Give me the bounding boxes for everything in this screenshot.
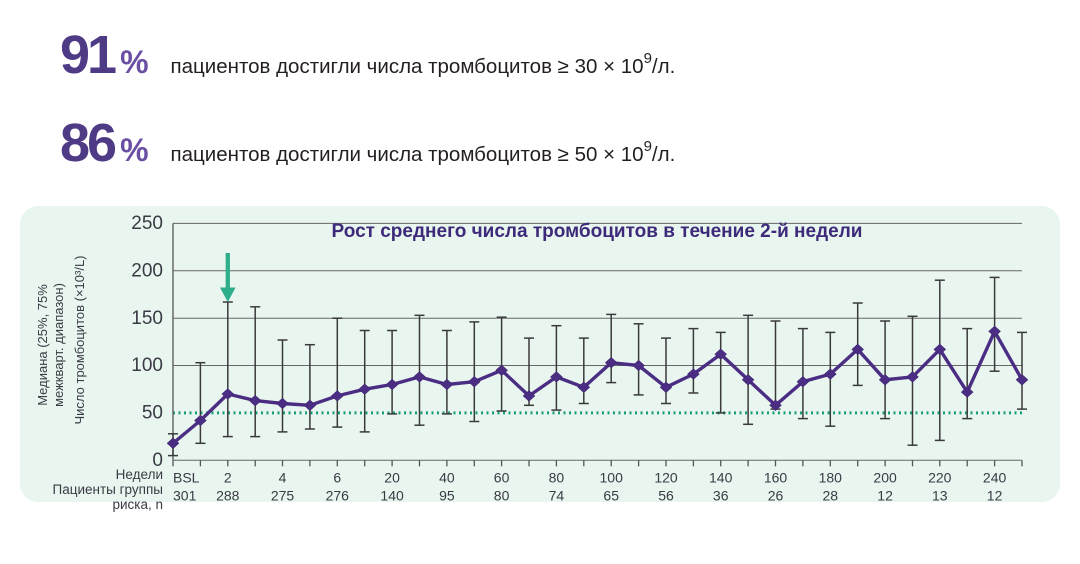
svg-text:95: 95 [439, 487, 455, 503]
svg-text:Недели: Недели [116, 467, 163, 482]
svg-text:74: 74 [549, 487, 565, 503]
svg-text:80: 80 [494, 487, 510, 503]
svg-text:4: 4 [279, 469, 287, 485]
svg-text:Рост среднего числа тромбоцито: Рост среднего числа тромбоцитов в течени… [332, 221, 863, 242]
svg-text:240: 240 [983, 469, 1007, 485]
svg-text:Пациенты группы: Пациенты группы [53, 482, 163, 497]
svg-text:Число тромбоцитов (×10³/L): Число тромбоцитов (×10³/L) [72, 255, 87, 424]
svg-text:150: 150 [131, 308, 163, 329]
svg-text:250: 250 [131, 213, 163, 234]
svg-text:100: 100 [131, 355, 163, 376]
svg-text:200: 200 [131, 261, 163, 282]
svg-text:276: 276 [326, 487, 350, 503]
svg-text:80: 80 [549, 469, 565, 485]
svg-text:301: 301 [173, 487, 197, 503]
svg-text:28: 28 [823, 487, 839, 503]
svg-text:160: 160 [764, 469, 788, 485]
svg-text:межкварт. диапазон): межкварт. диапазон) [51, 283, 66, 407]
svg-text:40: 40 [439, 469, 455, 485]
svg-text:50: 50 [142, 403, 163, 424]
svg-text:65: 65 [603, 487, 619, 503]
svg-text:275: 275 [271, 487, 295, 503]
svg-text:12: 12 [987, 487, 1003, 503]
svg-text:56: 56 [658, 487, 674, 503]
svg-text:2: 2 [224, 469, 232, 485]
svg-text:6: 6 [333, 469, 341, 485]
svg-text:60: 60 [494, 469, 510, 485]
svg-text:12: 12 [877, 487, 893, 503]
svg-text:220: 220 [928, 469, 952, 485]
svg-text:140: 140 [380, 487, 404, 503]
svg-text:120: 120 [654, 469, 678, 485]
svg-text:13: 13 [932, 487, 948, 503]
svg-text:20: 20 [384, 469, 400, 485]
svg-text:180: 180 [819, 469, 843, 485]
svg-text:Медиана (25%, 75%: Медиана (25%, 75% [35, 284, 50, 406]
svg-text:36: 36 [713, 487, 729, 503]
svg-text:200: 200 [873, 469, 897, 485]
svg-text:риска, n: риска, n [112, 497, 163, 512]
svg-text:BSL: BSL [173, 469, 200, 485]
svg-text:26: 26 [768, 487, 784, 503]
svg-text:288: 288 [216, 487, 240, 503]
svg-text:140: 140 [709, 469, 733, 485]
svg-text:100: 100 [600, 469, 624, 485]
